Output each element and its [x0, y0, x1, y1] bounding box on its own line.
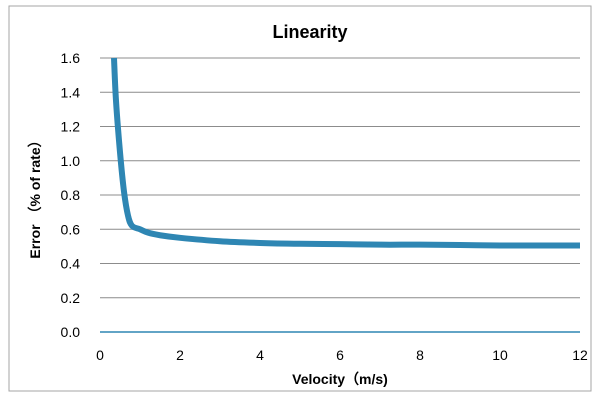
x-axis-label: Velocity（m/s): [292, 371, 388, 387]
y-tick-label: 1.4: [61, 84, 81, 100]
y-axis-label: Error （% of rate）: [27, 133, 43, 258]
gridlines: [100, 57, 580, 333]
x-tick-labels: 0 2 4 6 8 10 12: [96, 347, 588, 363]
y-tick-label: 1.6: [61, 50, 81, 66]
series-group: [111, 57, 580, 249]
y-tick-label: 0.4: [61, 256, 81, 272]
y-tick-labels: 0.0 0.2 0.4 0.6 0.8 1.0 1.2 1.4 1.6: [61, 50, 81, 340]
y-tick-label: 0.8: [61, 187, 81, 203]
x-tick-label: 8: [416, 347, 424, 363]
y-tick-label: 0.6: [61, 221, 81, 237]
x-tick-label: 4: [256, 347, 264, 363]
x-tick-label: 6: [336, 347, 344, 363]
y-tick-label: 0.2: [61, 290, 81, 306]
y-tick-label: 0.0: [61, 324, 81, 340]
x-tick-label: 2: [176, 347, 184, 363]
y-tick-label: 1.2: [61, 119, 81, 135]
series-line: [111, 57, 580, 249]
x-tick-label: 0: [96, 347, 104, 363]
x-tick-label: 10: [492, 347, 508, 363]
chart-border: [8, 5, 592, 392]
y-tick-label: 1.0: [61, 153, 81, 169]
chart-title: Linearity: [272, 22, 347, 42]
x-tick-label: 12: [572, 347, 588, 363]
